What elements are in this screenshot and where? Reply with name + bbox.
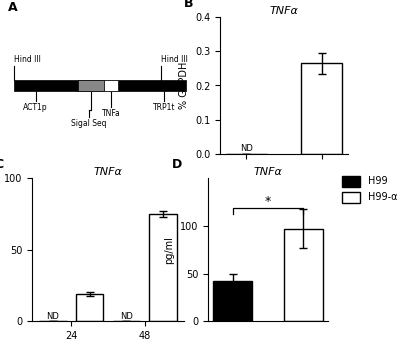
Y-axis label: pg/ml: pg/ml (164, 236, 174, 264)
Bar (104, 80, 118, 91)
Text: ND: ND (240, 144, 253, 153)
Text: Sigal Seq: Sigal Seq (71, 119, 107, 128)
Text: Hind III: Hind III (14, 54, 40, 64)
Bar (301, 63, 342, 154)
Text: ND: ND (46, 312, 59, 321)
Bar (284, 228, 322, 321)
Text: ACT1p: ACT1p (23, 103, 48, 111)
Y-axis label: % GAPDH: % GAPDH (179, 62, 189, 109)
Text: TNFa: TNFa (102, 109, 120, 118)
Text: *: * (265, 195, 271, 208)
Text: TRP1t: TRP1t (153, 103, 176, 111)
Legend: H99, H99-α: H99, H99-α (342, 175, 397, 203)
Text: C: C (0, 158, 3, 171)
Title: TNFα: TNFα (254, 167, 282, 177)
Text: B: B (184, 0, 194, 10)
Text: Hind III: Hind III (161, 54, 188, 64)
Bar (78, 80, 104, 91)
Text: ND: ND (120, 312, 133, 321)
Bar (214, 281, 252, 321)
Bar (76, 294, 103, 321)
Title: TNFα: TNFα (94, 167, 122, 177)
Bar (14, 80, 186, 91)
Title: TNFα: TNFα (270, 6, 298, 16)
Text: D: D (172, 158, 182, 171)
Text: A: A (8, 1, 18, 14)
Bar (150, 214, 177, 321)
